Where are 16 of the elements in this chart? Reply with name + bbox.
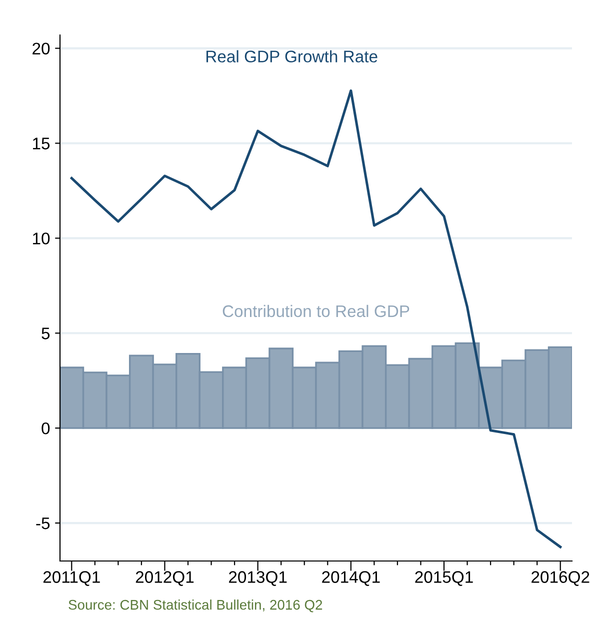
x-tick-label: 2012Q1 (136, 571, 194, 586)
text: Real GDP Growth Rate (206, 50, 378, 62)
y-tick-label: 0 (42, 422, 50, 434)
x-tick-label: 2011Q1 (43, 571, 100, 586)
y-tick-label: 5 (42, 328, 50, 340)
y-tick-label: 10 (33, 232, 50, 244)
y-tick-label: 20 (32, 42, 50, 54)
text: Contribution to Real GDP (222, 304, 410, 318)
line-series (70, 89, 562, 548)
source-note: Source: CBN Statistical Bulletin, 2016 Q2 (68, 600, 322, 612)
x-tick-label: 2016Q2 (532, 571, 590, 586)
y-tick-label: 15 (33, 138, 50, 150)
x-tick-label: 2015Q1 (415, 571, 473, 586)
x-tick-label: 2014Q1 (322, 571, 380, 586)
x-tick-label: 2013Q1 (229, 571, 287, 586)
y-tick-label: -5 (36, 518, 50, 530)
